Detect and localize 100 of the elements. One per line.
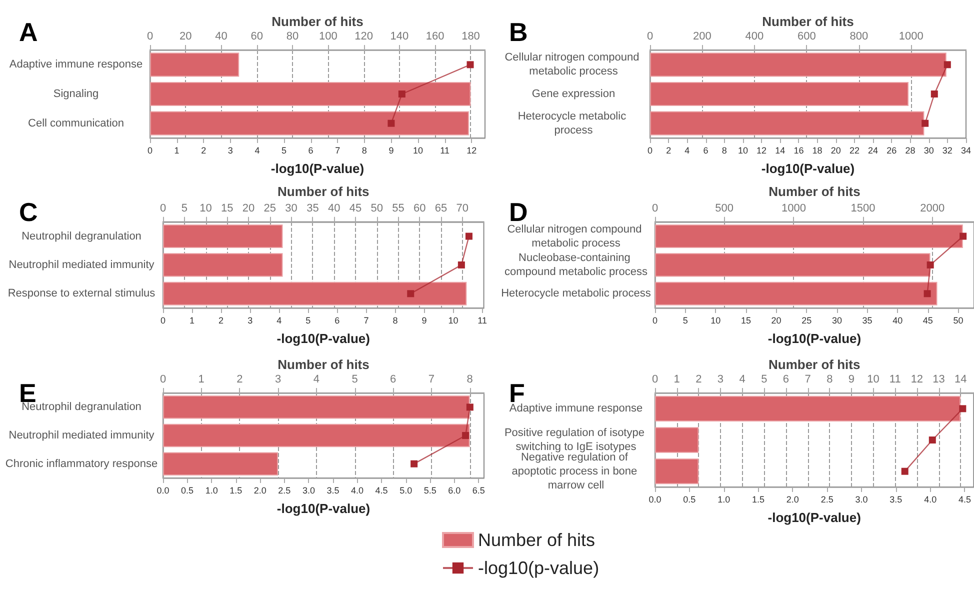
x-tick-label: 3.5 [326,486,340,496]
x2-tick-label: 1 [198,374,204,386]
x2-tick-label: 5 [761,374,768,386]
x-tick-label: 1 [174,146,180,156]
x-tick-label: 22 [849,146,860,156]
y-tick-label: Signaling [53,88,99,100]
chart-title: A [19,17,38,47]
x-tick-label: 11 [440,146,450,156]
x-tick-label: 0.5 [181,486,194,496]
x-tick-label: 2.5 [820,494,834,504]
x-tick-label: 10 [448,316,458,326]
x-tick-label: 5 [306,316,311,326]
x2-tick-label: 0 [646,30,654,42]
x2-axis-title: Number of hits [768,184,860,199]
y-tick-label: Neutrophil mediated immunity [8,430,155,442]
x2-tick-label: 180 [462,30,480,42]
y-tick-label: Adaptive immune response [9,58,143,71]
x-tick-label: 6.5 [472,486,485,496]
x2-tick-label: 7 [804,374,811,386]
x-tick-label: 1 [190,316,195,326]
x-tick-label: 6 [308,146,314,156]
x-tick-label: 7 [364,316,369,326]
y-tick-label: Cell communication [28,117,124,130]
x-axis-title: -log10(P-value) [761,161,855,176]
x-tick-label: 4 [276,316,282,326]
x2-tick-label: 200 [693,30,712,42]
y-tick-label: Neutrophil mediated immunity [8,258,155,271]
x2-axis-title: Number of hits [768,357,860,372]
x-tick-label: 1.5 [752,494,765,504]
x-tick-label: 4 [684,146,690,156]
x-tick-label: 18 [812,146,822,156]
x-tick-label: 16 [794,146,804,156]
x2-tick-label: 20 [242,202,255,214]
x-tick-label: 0 [647,146,653,156]
x-tick-label: 8 [392,316,398,326]
x2-tick-label: 80 [286,30,299,42]
x2-tick-label: 0 [652,202,658,214]
x-tick-label: 6 [703,146,708,156]
x-tick-label: 10 [710,316,721,326]
x2-tick-label: 4 [739,374,746,386]
x-tick-label: 32 [942,146,952,156]
x-tick-label: 25 [802,316,812,326]
x-tick-label: 3.5 [890,494,902,504]
x2-tick-label: 7 [428,374,435,386]
x2-tick-label: 35 [306,202,319,214]
x2-tick-label: 6 [390,374,396,386]
x2-tick-label: 55 [392,202,404,214]
y-tick-label: Gene expression [532,88,616,100]
x2-tick-label: 140 [390,30,409,42]
x2-tick-label: 5 [352,374,358,386]
x2-tick-label: 2 [236,374,243,386]
x2-axis-title: Number of hits [272,14,364,29]
x-tick-label: 2.5 [278,486,291,496]
x2-tick-label: 160 [426,30,444,42]
x-tick-label: 1.5 [230,486,242,496]
x-tick-label: 2 [666,146,672,156]
x-axis-title: -log10(P-value) [270,161,364,176]
x-tick-label: 10 [412,146,424,156]
x-axis-title: -log10(P-value) [768,331,862,346]
x2-tick-label: 50 [370,202,383,214]
x-tick-label: 15 [740,316,751,326]
x-tick-label: 8 [722,146,727,156]
x-axis-title: -log10(P-value) [276,331,370,346]
x-tick-label: 11 [478,316,487,326]
x-tick-label: 35 [862,316,872,326]
x2-axis-title: Number of hits [278,184,370,199]
x2-tick-label: 2 [696,374,702,386]
x2-tick-label: 4 [313,374,320,386]
x2-tick-label: 1 [674,374,680,386]
y-tick-label: Heterocycle metabolic process [518,110,630,136]
x2-tick-label: 2000 [920,202,945,214]
chart-title: B [509,17,528,47]
x2-tick-label: 3 [274,374,282,386]
x2-tick-label: 0 [160,202,166,214]
legend-label: Number of hits [478,530,596,550]
x-tick-label: 3 [228,146,233,156]
x2-tick-label: 400 [745,30,764,42]
x-tick-label: 0 [652,316,658,326]
x-tick-label: 0.5 [683,494,696,504]
x2-tick-label: 12 [910,374,924,386]
x2-tick-label: 8 [826,374,833,386]
x2-tick-label: 11 [889,374,901,386]
legend-label: -log10(p-value) [478,558,600,578]
x2-tick-label: 0 [160,374,166,386]
x-tick-label: 0.0 [156,486,170,496]
x-tick-label: 34 [960,146,971,156]
x-tick-label: 1.0 [718,494,730,504]
x2-tick-label: 500 [715,202,734,214]
x-tick-label: 2.0 [786,494,799,504]
x-tick-label: 28 [905,146,916,156]
x-tick-label: 7 [335,146,340,156]
x2-tick-label: 20 [180,30,192,42]
x-tick-label: 3 [248,316,253,326]
x2-tick-label: 30 [285,202,298,214]
x-tick-label: 40 [892,316,903,326]
x-tick-label: 0 [160,316,166,326]
x-tick-label: 4.5 [375,486,388,496]
x2-tick-label: 1000 [781,202,806,214]
y-tick-label: Chronic inflammatory response [5,458,158,470]
x-tick-label: 5 [682,316,688,326]
